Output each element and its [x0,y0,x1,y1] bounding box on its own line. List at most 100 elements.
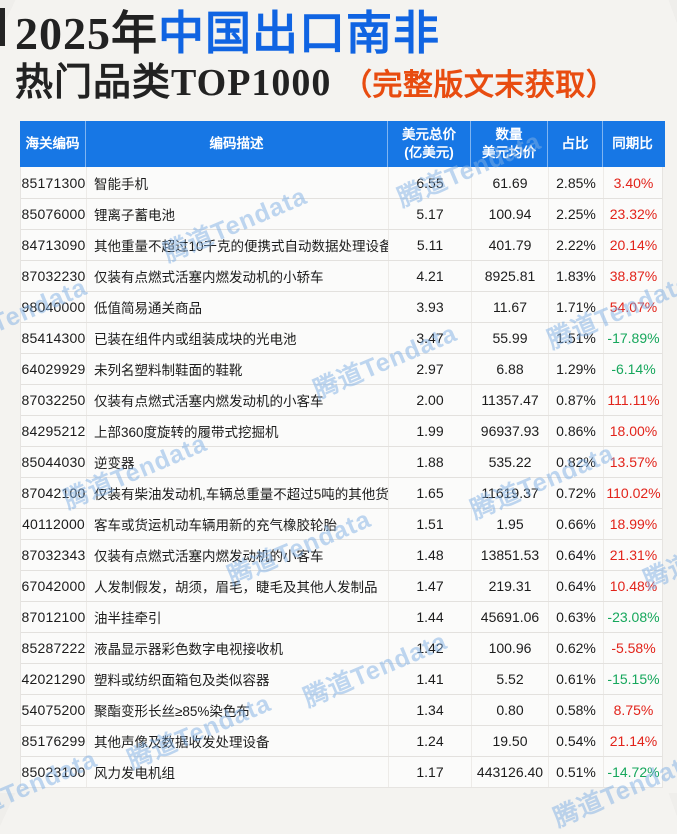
cell-desc: 聚酯变形长丝≥85%染色布 [86,695,388,725]
cell-code: 85414300 [21,330,86,346]
cell-total: 3.47 [388,323,471,353]
cell-share: 1.51% [548,323,603,353]
cell-yoy: 21.31% [603,540,663,570]
table-row: 87032250 仅装有点燃式活塞内燃发动机的小客车 2.00 11357.47… [21,384,662,415]
col-header-description: 编码描述 [85,121,387,167]
cell-yoy: 23.32% [603,199,663,229]
cell-total: 5.11 [388,230,471,260]
cell-yoy: -15.15% [603,664,663,694]
cell-total: 2.00 [388,385,471,415]
cell-code: 87032250 [21,392,86,408]
cell-share: 1.29% [548,354,603,384]
cell-desc: 风力发电机组 [86,757,388,787]
cell-yoy: 110.02% [603,478,663,508]
cell-yoy: 13.57% [603,447,663,477]
cell-share: 0.66% [548,509,603,539]
cell-code: 85176299 [21,733,86,749]
cell-code: 85287222 [21,640,86,656]
cell-total: 6.55 [388,167,471,198]
title-line1: 2025年中国出口南非 [15,6,616,62]
cell-desc: 仅装有柴油发动机,车辆总重量不超过5吨的其他货车 [86,478,388,508]
cell-code: 85076000 [21,206,86,222]
table-row: 40112000 客车或货运机动车辆用新的充气橡胶轮胎 1.51 1.95 0.… [21,508,662,539]
table-row: 98040000 低值简易通关商品 3.93 11.67 1.71% 54.07… [21,291,662,322]
cell-share: 0.82% [548,447,603,477]
cell-code: 98040000 [21,299,86,315]
cell-qty: 1.95 [471,509,548,539]
table-row: 87032343 仅装有点燃式活塞内燃发动机的小客车 1.48 13851.53… [21,539,662,570]
table-row: 87032230 仅装有点燃式活塞内燃发动机的小轿车 4.21 8925.81 … [21,260,662,291]
cell-qty: 401.79 [471,230,548,260]
table-row: 87012100 油半挂牵引 1.44 45691.06 0.63% -23.0… [21,601,662,632]
cell-yoy: 20.14% [603,230,663,260]
col-header-customs-code: 海关编码 [25,136,80,152]
title-subject: 中国出口南非 [158,8,440,59]
cell-qty: 8925.81 [471,261,548,291]
col-header-total-usd: 美元总价 (亿美元) [387,121,470,167]
cell-total: 1.47 [388,571,471,601]
cell-code: 40112000 [22,516,85,532]
cell-code: 54075200 [21,702,86,718]
cell-desc: 塑料或纺织面箱包及类似容器 [86,664,388,694]
cell-desc: 其他重量不超过10千克的便携式自动数据处理设备 [86,230,388,260]
cell-total: 4.21 [388,261,471,291]
cell-share: 0.72% [548,478,603,508]
cell-share: 0.87% [548,385,603,415]
table-row: 85287222 液晶显示器彩色数字电视接收机 1.42 100.96 0.62… [21,632,662,663]
cell-total: 1.24 [388,726,471,756]
cell-total: 1.99 [388,416,471,446]
cell-yoy: 111.11% [603,385,663,415]
cell-share: 0.54% [548,726,603,756]
cell-yoy: -6.14% [603,354,663,384]
cell-yoy: 54.07% [603,292,663,322]
table-row: 85023100 风力发电机组 1.17 443126.40 0.51% -14… [21,756,662,787]
cell-yoy: -17.89% [603,323,663,353]
cell-desc: 仅装有点燃式活塞内燃发动机的小客车 [86,540,388,570]
cell-qty: 11357.47 [471,385,548,415]
cell-code: 64029929 [21,361,86,377]
cell-qty: 5.52 [471,664,548,694]
cell-desc: 其他声像及数据收发处理设备 [86,726,388,756]
cell-total: 1.34 [388,695,471,725]
cell-qty: 6.88 [471,354,548,384]
cell-qty: 13851.53 [471,540,548,570]
export-category-table: 海关编码 编码描述 美元总价 (亿美元) 数量 美元均价 占比 同期比 851713… [20,121,665,788]
cell-share: 2.22% [548,230,603,260]
cell-share: 2.85% [548,167,603,198]
title-year: 2025年 [15,8,158,59]
table-header-row: 海关编码 编码描述 美元总价 (亿美元) 数量 美元均价 占比 同期比 [20,121,665,167]
col-header-qty-avg-price: 数量 美元均价 [470,121,547,167]
table-row: 84713090 其他重量不超过10千克的便携式自动数据处理设备 5.11 40… [21,229,662,260]
cell-share: 0.51% [548,757,603,787]
cell-share: 1.71% [548,292,603,322]
cell-total: 1.42 [388,633,471,663]
cell-qty: 0.80 [471,695,548,725]
cell-desc: 低值简易通关商品 [86,292,388,322]
cell-total: 1.88 [388,447,471,477]
cell-total: 1.44 [388,602,471,632]
col-header-share: 占比 [547,121,602,167]
title-note: （完整版文末获取） [341,69,617,103]
cell-share: 0.86% [548,416,603,446]
table-row: 64029929 未列名塑料制鞋面的鞋靴 2.97 6.88 1.29% -6.… [21,353,662,384]
table-row: 84295212 上部360度旋转的履带式挖掘机 1.99 96937.93 0… [21,415,662,446]
table-row: 85414300 已装在组件内或组装成块的光电池 3.47 55.99 1.51… [21,322,662,353]
cell-qty: 100.94 [471,199,548,229]
cell-share: 0.58% [548,695,603,725]
cell-total: 2.97 [388,354,471,384]
title-line2: 热门品类TOP1000 （完整版文末获取） [15,62,616,106]
cell-desc: 逆变器 [86,447,388,477]
cell-code: 67042000 [21,578,86,594]
cell-desc: 仅装有点燃式活塞内燃发动机的小客车 [86,385,388,415]
cell-code: 85023100 [21,764,86,780]
cell-yoy: 18.00% [603,416,663,446]
cell-yoy: 10.48% [603,571,663,601]
cell-yoy: 3.40% [603,167,663,198]
cell-code: 42021290 [21,671,86,687]
cell-code: 87012100 [21,609,86,625]
cell-share: 1.83% [548,261,603,291]
table-row: 87042100 仅装有柴油发动机,车辆总重量不超过5吨的其他货车 1.65 1… [21,477,662,508]
cell-qty: 535.22 [471,447,548,477]
page-title: 2025年中国出口南非 热门品类TOP1000 （完整版文末获取） [15,6,616,106]
cell-code: 85171300 [21,174,86,191]
